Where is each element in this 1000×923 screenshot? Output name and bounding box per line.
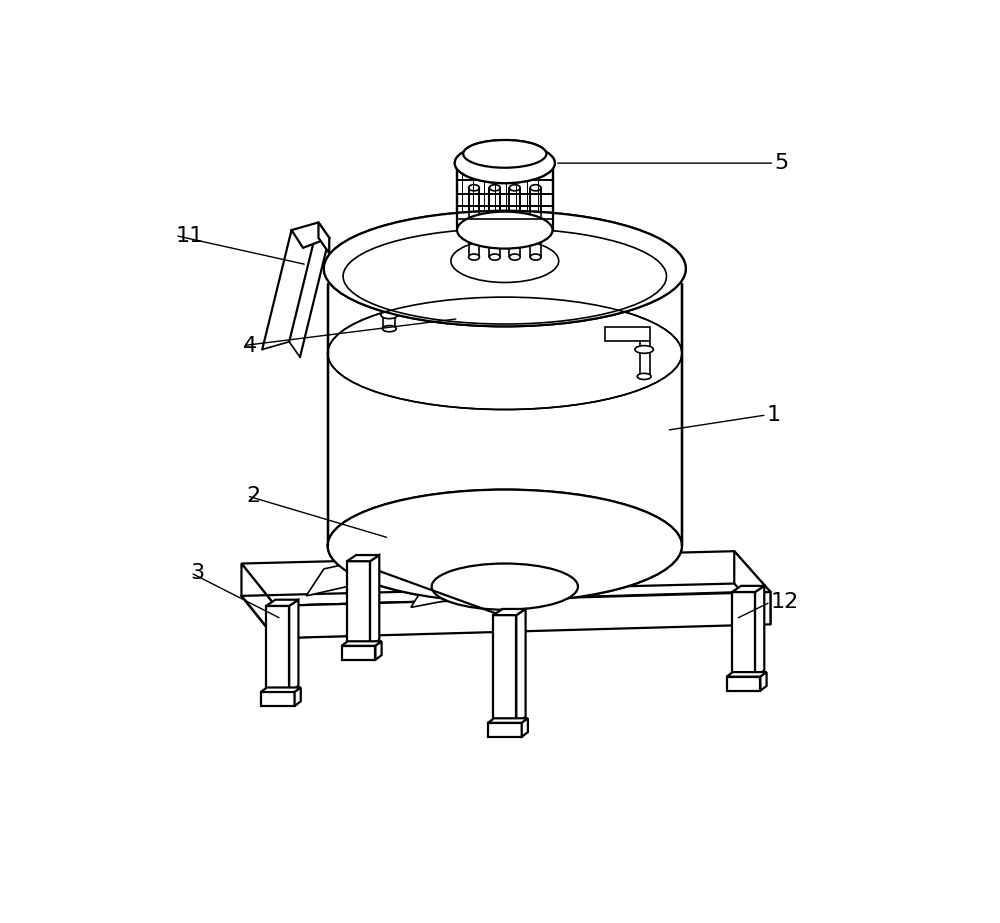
Ellipse shape: [455, 143, 555, 183]
Polygon shape: [727, 672, 767, 677]
Text: 2: 2: [247, 485, 261, 506]
Polygon shape: [241, 551, 770, 605]
Text: 11: 11: [175, 225, 203, 246]
Polygon shape: [734, 551, 770, 624]
Polygon shape: [342, 641, 382, 646]
Polygon shape: [347, 561, 370, 646]
Ellipse shape: [635, 345, 653, 354]
Polygon shape: [411, 573, 466, 607]
Polygon shape: [760, 672, 767, 690]
Polygon shape: [261, 688, 301, 692]
Ellipse shape: [324, 210, 686, 327]
Ellipse shape: [469, 185, 479, 191]
Text: 4: 4: [243, 336, 257, 355]
Polygon shape: [727, 677, 760, 690]
Polygon shape: [318, 222, 329, 253]
Ellipse shape: [463, 140, 546, 168]
Polygon shape: [342, 646, 375, 660]
Text: 1: 1: [767, 405, 781, 425]
Ellipse shape: [455, 143, 555, 183]
Ellipse shape: [457, 211, 553, 248]
Polygon shape: [370, 555, 379, 646]
Polygon shape: [261, 692, 295, 706]
Ellipse shape: [457, 211, 553, 248]
Ellipse shape: [432, 564, 578, 610]
Polygon shape: [574, 550, 636, 584]
Text: 5: 5: [774, 153, 789, 174]
Polygon shape: [732, 592, 755, 677]
Ellipse shape: [530, 254, 541, 260]
Polygon shape: [493, 609, 526, 615]
Ellipse shape: [451, 235, 559, 279]
Polygon shape: [375, 641, 382, 660]
Ellipse shape: [463, 140, 546, 168]
Ellipse shape: [381, 311, 398, 318]
Polygon shape: [275, 592, 770, 638]
Ellipse shape: [382, 296, 396, 303]
Ellipse shape: [328, 489, 682, 602]
Polygon shape: [289, 600, 298, 692]
Ellipse shape: [489, 185, 500, 191]
Ellipse shape: [530, 250, 541, 257]
Polygon shape: [522, 718, 528, 737]
Polygon shape: [755, 586, 764, 677]
Ellipse shape: [451, 239, 559, 282]
Ellipse shape: [328, 489, 682, 602]
Ellipse shape: [509, 254, 520, 260]
Ellipse shape: [637, 373, 651, 379]
Polygon shape: [295, 688, 301, 706]
Ellipse shape: [324, 210, 686, 327]
Ellipse shape: [469, 254, 479, 260]
Polygon shape: [493, 615, 516, 723]
Ellipse shape: [469, 250, 479, 257]
Ellipse shape: [509, 185, 520, 191]
Polygon shape: [241, 564, 275, 638]
Ellipse shape: [530, 185, 541, 191]
Ellipse shape: [489, 250, 500, 257]
Text: 3: 3: [191, 563, 205, 582]
Polygon shape: [732, 586, 764, 592]
Polygon shape: [488, 723, 522, 737]
Polygon shape: [347, 555, 379, 561]
Polygon shape: [516, 609, 526, 723]
Polygon shape: [306, 559, 366, 596]
Ellipse shape: [489, 254, 500, 260]
Polygon shape: [605, 327, 650, 341]
Polygon shape: [266, 605, 289, 692]
Polygon shape: [292, 222, 329, 247]
Polygon shape: [488, 718, 528, 723]
Polygon shape: [266, 600, 298, 605]
Ellipse shape: [509, 250, 520, 257]
Ellipse shape: [382, 326, 396, 331]
Text: 12: 12: [770, 592, 799, 612]
